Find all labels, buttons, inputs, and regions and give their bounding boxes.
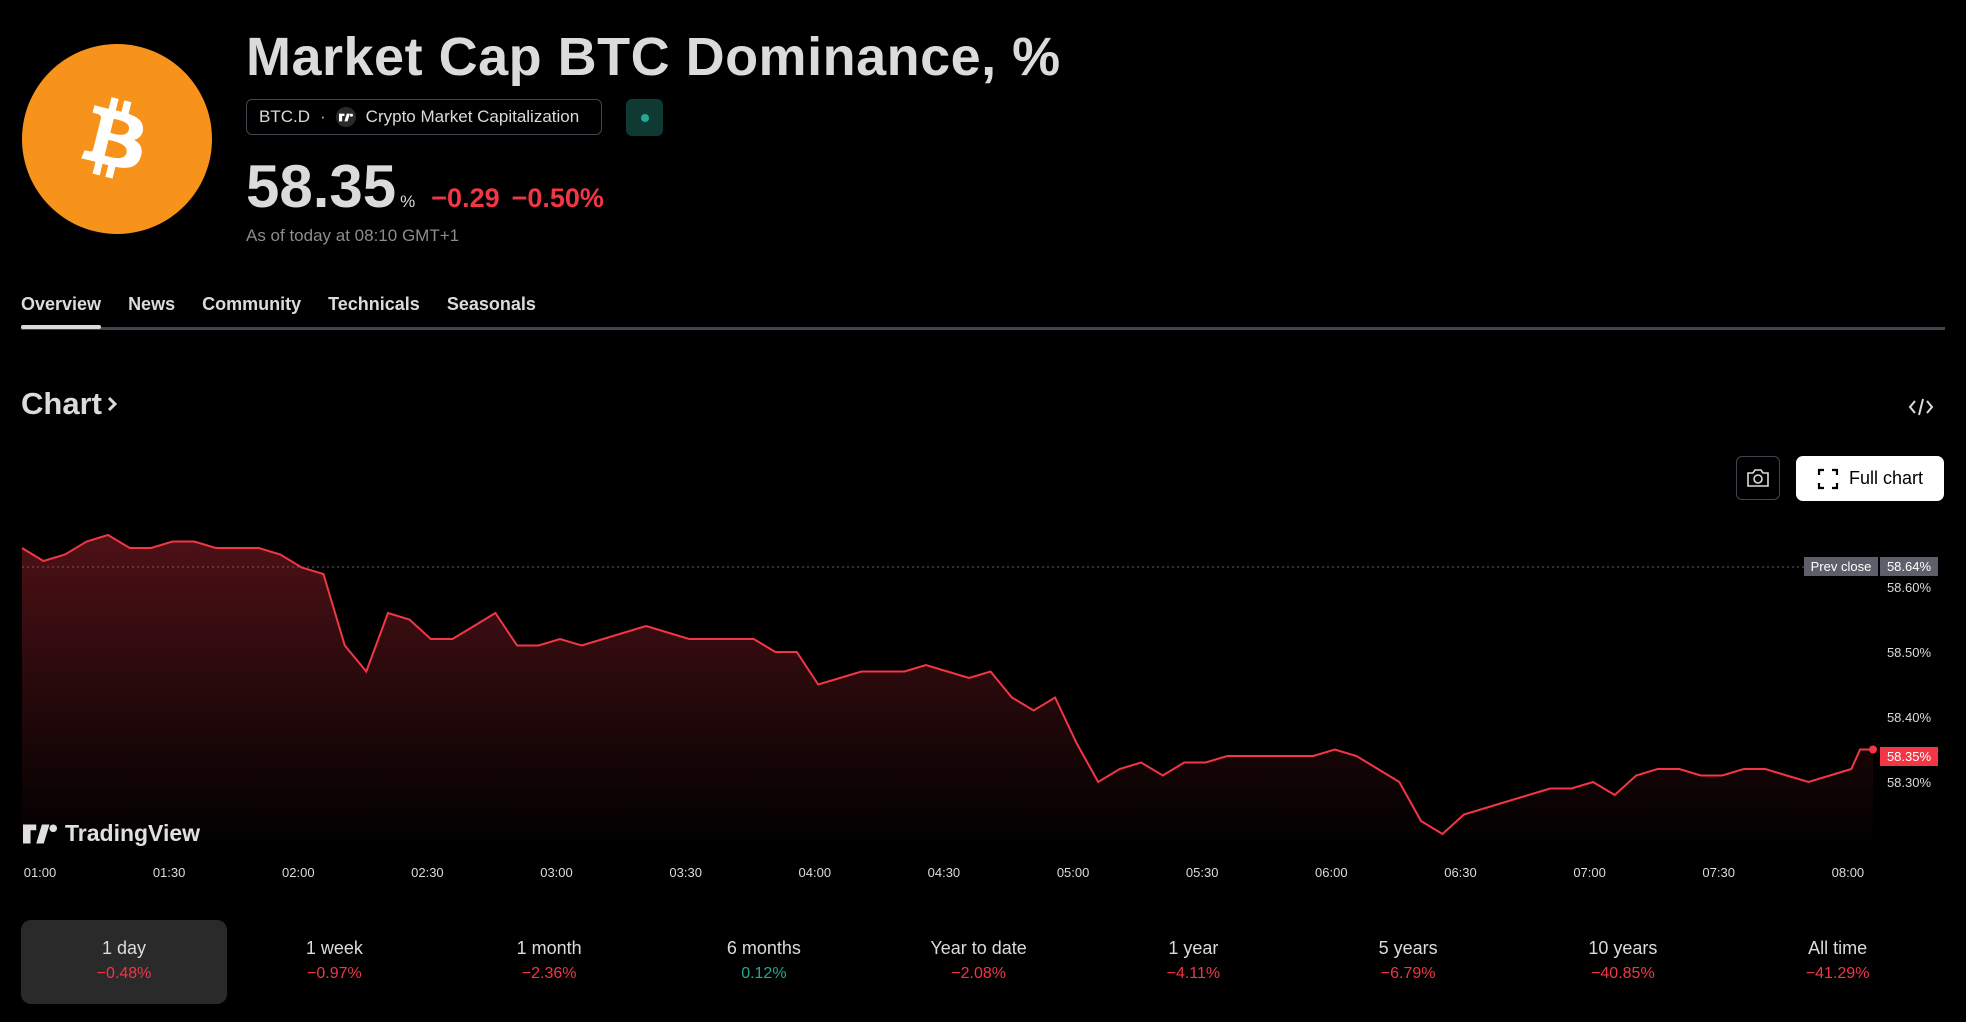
full-chart-label: Full chart (1848, 468, 1924, 488)
y-tick-label: 58.30% (1887, 775, 1932, 790)
tab-bar: Overview News Community Technicals Seaso… (21, 294, 536, 329)
period-label: All time (1808, 938, 1868, 958)
x-tick-label: 06:30 (1444, 865, 1477, 880)
prev-close-label: Prev close (1811, 559, 1872, 574)
tradingview-wordmark: TradingView (65, 820, 201, 846)
fullscreen-icon (1817, 468, 1839, 489)
x-tick-label: 07:30 (1702, 865, 1735, 880)
period-label: 1 day (101, 938, 147, 958)
camera-icon (1747, 469, 1769, 487)
x-tick-label: 07:00 (1573, 865, 1606, 880)
full-chart-button[interactable]: Full chart (1796, 456, 1944, 501)
period-change: −2.08% (951, 965, 1006, 982)
embed-code-icon[interactable] (1908, 396, 1934, 418)
period-all-time[interactable]: All time −41.29% (1730, 920, 1945, 1004)
price-line (21, 533, 1873, 836)
x-tick-label: 08:00 (1832, 865, 1865, 880)
period-label: Year to date (930, 938, 1027, 958)
last-price-marker: 58.35% (1880, 747, 1938, 766)
period-change: −4.11% (1166, 965, 1221, 982)
snapshot-button[interactable] (1736, 456, 1780, 500)
bitcoin-icon (81, 97, 144, 179)
period-label: 6 months (726, 938, 801, 958)
price-area (22, 535, 1873, 847)
period-1-month[interactable]: 1 month −2.36% (442, 920, 657, 1004)
price-row: 58.35 % −0.29 −0.50% (246, 152, 616, 221)
chart-section-link[interactable]: Chart (21, 386, 120, 422)
prev-close-marker: Prev close 58.64% (1804, 557, 1938, 576)
y-tick-label: 58.60% (1887, 580, 1932, 595)
last-price-dot (1869, 745, 1877, 754)
period-change: −0.97% (307, 965, 362, 982)
x-tick-label: 04:30 (928, 865, 961, 880)
tradingview-small-icon (335, 107, 356, 127)
y-tick-label: 58.40% (1887, 710, 1932, 725)
chevron-right-icon (107, 396, 118, 412)
x-tick-label: 05:30 (1186, 865, 1219, 880)
x-tick-label: 02:00 (282, 865, 315, 880)
bitcoin-logo (22, 44, 212, 234)
price-chart[interactable]: Prev close 58.64% 58.60% 58.50% 58.40% 58.3… (0, 520, 1966, 890)
x-tick-label: 01:00 (24, 865, 57, 880)
tabs-divider (21, 327, 1945, 330)
period-label: 1 year (1168, 938, 1219, 958)
period-label: 1 week (305, 938, 363, 958)
prev-close-value: 58.64% (1887, 559, 1932, 574)
y-tick-label: 58.50% (1887, 645, 1932, 660)
price-change-absolute: −0.29 (431, 183, 500, 213)
period-label: 10 years (1588, 938, 1658, 958)
tradingview-watermark[interactable]: TradingView (23, 820, 200, 847)
period-1-week[interactable]: 1 week −0.97% (227, 920, 442, 1004)
period-change: −0.48% (96, 965, 152, 982)
x-tick-label: 02:30 (411, 865, 444, 880)
period-1-day[interactable]: 1 day −0.48% (21, 920, 227, 1004)
period-change: −41.29% (1805, 965, 1870, 982)
period-10-years[interactable]: 10 years −40.85% (1516, 920, 1731, 1004)
tab-news[interactable]: News (128, 294, 176, 314)
x-axis: 01:00 01:30 02:00 02:30 03:00 03:30 04:00 04:30… (24, 865, 1864, 880)
tab-technicals[interactable]: Technicals (328, 294, 420, 314)
x-tick-label: 03:00 (540, 865, 573, 880)
x-tick-label: 05:00 (1057, 865, 1090, 880)
last-price-label: 58.35% (1887, 749, 1932, 764)
period-selector: 1 day −0.48% 1 week −0.97% 1 month −2.36… (21, 920, 1945, 1004)
period-5-years[interactable]: 5 years −6.79% (1301, 920, 1516, 1004)
price-unit: % (400, 192, 416, 211)
period-label: 5 years (1378, 938, 1438, 958)
ticker-symbol: BTC.D (259, 107, 310, 126)
period-change: 0.12% (741, 965, 787, 982)
symbol-badge[interactable]: BTC.D · Crypto Market Capitalization (246, 99, 603, 135)
x-tick-label: 03:30 (669, 865, 702, 880)
market-status-indicator[interactable] (626, 99, 663, 136)
tab-overview[interactable]: Overview (21, 294, 102, 329)
tab-seasonals[interactable]: Seasonals (446, 294, 536, 314)
chart-section-title: Chart (21, 386, 102, 421)
tab-community[interactable]: Community (202, 294, 302, 314)
tradingview-logo-icon (23, 824, 57, 843)
period-change: −2.36% (521, 965, 577, 982)
period-label: 1 month (516, 938, 582, 958)
x-tick-label: 06:00 (1315, 865, 1348, 880)
data-source: Crypto Market Capitalization (365, 107, 580, 126)
y-axis: 58.60% 58.50% 58.40% 58.30% (1887, 580, 1932, 790)
as-of-timestamp: As of today at 08:10 GMT+1 (246, 226, 460, 245)
period-year-to-date[interactable]: Year to date −2.08% (871, 920, 1086, 1004)
period-change: −6.79% (1380, 965, 1436, 982)
period-change: −40.85% (1591, 965, 1655, 982)
page-title: Market Cap BTC Dominance, % (246, 27, 1061, 87)
current-price: 58.35 (246, 153, 397, 220)
period-6-months[interactable]: 6 months 0.12% (657, 920, 872, 1004)
price-change-percent: −0.50% (511, 183, 604, 213)
x-tick-label: 04:00 (799, 865, 832, 880)
period-1-year[interactable]: 1 year −4.11% (1086, 920, 1301, 1004)
separator-dot: · (320, 107, 326, 126)
status-dot-icon (640, 113, 649, 122)
x-tick-label: 01:30 (153, 865, 186, 880)
